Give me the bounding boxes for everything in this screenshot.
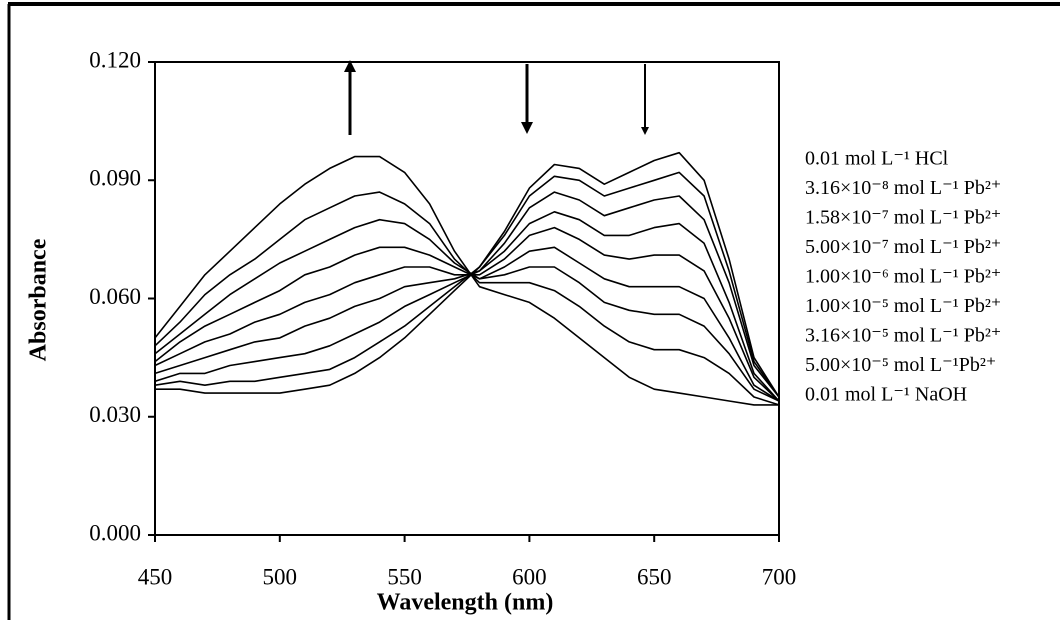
x-tick-label: 550 bbox=[387, 564, 422, 589]
x-tick-label: 700 bbox=[762, 564, 797, 589]
x-axis-label: Wavelength (nm) bbox=[377, 590, 554, 616]
plot-frame bbox=[154, 61, 780, 536]
y-tick-label: 0.000 bbox=[89, 520, 141, 545]
legend-label: 1.00×10⁻⁶ mol L⁻¹ Pb²⁺ bbox=[805, 266, 1001, 288]
series-line bbox=[154, 155, 779, 406]
legend-label: 0.01 mol L⁻¹ HCl bbox=[805, 148, 949, 170]
legend-label: 3.16×10⁻⁵ mol L⁻¹ Pb²⁺ bbox=[805, 325, 1001, 347]
y-tick-label: 0.030 bbox=[89, 402, 141, 427]
legend-label: 1.58×10⁻⁷ mol L⁻¹ Pb²⁺ bbox=[805, 207, 1001, 229]
y-axis-label: Absorbance bbox=[26, 238, 52, 361]
series-line bbox=[154, 171, 780, 398]
y-tick-label: 0.120 bbox=[89, 47, 141, 72]
x-tick-label: 500 bbox=[263, 564, 298, 589]
y-tick-label: 0.060 bbox=[89, 284, 141, 309]
series-line bbox=[155, 151, 780, 398]
series-line bbox=[154, 218, 780, 402]
legend-label: 0.01 mol L⁻¹ NaOH bbox=[805, 384, 967, 406]
legend-label: 3.16×10⁻⁸ mol L⁻¹ Pb²⁺ bbox=[805, 177, 1001, 199]
series-line bbox=[154, 191, 780, 398]
x-tick-label: 450 bbox=[138, 564, 173, 589]
legend-label: 5.00×10⁻⁵ mol L⁻¹Pb²⁺ bbox=[805, 354, 996, 376]
series-line bbox=[154, 246, 780, 402]
series-line bbox=[154, 226, 780, 402]
series-line bbox=[154, 211, 780, 402]
legend-label: 1.00×10⁻⁵ mol L⁻¹ Pb²⁺ bbox=[805, 295, 1001, 317]
y-tick-label: 0.090 bbox=[89, 166, 141, 191]
x-tick-label: 600 bbox=[512, 564, 547, 589]
series-line bbox=[154, 191, 780, 406]
x-tick-label: 650 bbox=[637, 564, 672, 589]
legend-label: 5.00×10⁻⁷ mol L⁻¹ Pb²⁺ bbox=[805, 236, 1001, 258]
